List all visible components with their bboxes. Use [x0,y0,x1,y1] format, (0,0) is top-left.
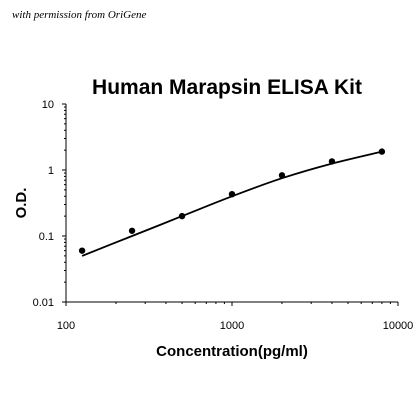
y-axis-label: O.D. [13,188,30,219]
y-tick-label: 0.01 [33,297,54,309]
data-point [328,158,336,165]
fit-curve-layer [81,150,383,257]
data-points-layer [78,148,386,254]
data-point [378,148,386,155]
y-axis-ticks: 0.01 0.1 1 10 [33,99,66,309]
chart-title: Human Marapsin ELISA Kit [92,76,362,99]
x-tick-label: 10000 [383,320,414,332]
y-tick-label: 0.1 [39,231,54,243]
permission-credit: with permission from OriGene [12,9,147,21]
data-point [128,227,136,234]
x-axis-label: Concentration(pg/ml) [156,343,308,360]
data-point [78,247,86,254]
x-tick-label: 1000 [220,320,244,332]
x-axis-ticks: 100 1000 10000 [57,302,413,332]
data-point [228,190,236,198]
x-tick-label: 100 [57,320,75,332]
y-tick-label: 10 [42,99,54,111]
y-tick-label: 1 [48,165,54,177]
fit-curve [81,150,383,257]
data-point [278,172,286,179]
plot-frame [65,104,398,303]
data-point [178,212,186,220]
